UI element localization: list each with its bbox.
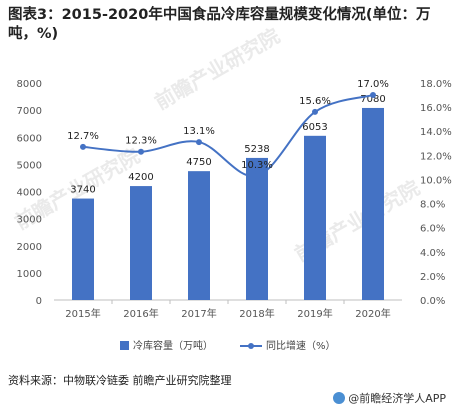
source-note: 资料来源：中物联冷链委 前瞻产业研究院整理: [8, 374, 232, 387]
y-right-tick-label: 0.0%: [420, 296, 445, 307]
y-right-tick-label: 18.0%: [420, 79, 452, 90]
line-data-label: 12.7%: [67, 131, 99, 142]
line-data-label: 10.3%: [241, 160, 273, 171]
legend: 冷库容量（万吨） 同比增速（%）: [120, 339, 336, 352]
line-point: [312, 108, 318, 115]
y-left-tick-label: 1000: [17, 269, 42, 280]
line-series: 12.7% 12.3% 13.1% 10.3% 15.6% 17.0%: [67, 79, 389, 179]
legend-line-marker: [248, 343, 254, 349]
x-tick-label: 2015年: [65, 307, 100, 320]
chart-axes: 0 1000 2000 3000 4000 5000 6000 7000 8000 0.0% 2.0…: [17, 79, 452, 320]
y-left-tick-label: 4000: [17, 188, 42, 199]
line-point: [370, 92, 376, 99]
y-right-tick-label: 4.0%: [420, 248, 445, 259]
x-tick-label: 2016年: [123, 307, 158, 320]
y-left-tick-label: 6000: [17, 133, 42, 144]
y-left-tick-label: 8000: [17, 79, 42, 90]
y-left-tick-label: 2000: [17, 242, 42, 253]
credit-text: @前瞻经济学人APP: [348, 392, 446, 405]
app-credit: @前瞻经济学人APP: [333, 390, 446, 406]
bar: [304, 135, 326, 300]
y-right-tick-label: 8.0%: [420, 200, 445, 211]
bar-data-label: 3740: [70, 185, 95, 196]
line-data-label: 15.6%: [299, 96, 331, 107]
y-right-tick-label: 2.0%: [420, 272, 445, 283]
line-point: [80, 143, 86, 150]
bar: [188, 171, 210, 300]
bar-data-label: 4200: [128, 172, 153, 183]
legend-bar-label: 冷库容量（万吨）: [133, 339, 213, 352]
bar: [246, 157, 268, 300]
y-right-tick-label: 6.0%: [420, 224, 445, 235]
y-right-tick-label: 14.0%: [420, 127, 452, 138]
x-tick-label: 2020年: [355, 307, 390, 320]
line-point: [138, 148, 144, 155]
y-right-tick-label: 12.0%: [420, 151, 452, 162]
y-left-tick-label: 7000: [17, 106, 42, 117]
line-data-label: 17.0%: [357, 79, 389, 90]
bar-data-label: 6053: [302, 122, 327, 133]
bar-data-label: 7080: [360, 94, 385, 105]
line-data-label: 13.1%: [183, 126, 215, 137]
watermark-text: 前瞻产业研究院: [151, 24, 284, 115]
line-point: [254, 172, 260, 179]
x-tick-label: 2019年: [297, 307, 332, 320]
bar: [130, 186, 152, 300]
chart-title: 图表3：2015-2020年中国食品冷库容量规模变化情况(单位：万吨，%): [8, 7, 431, 42]
x-tick-label: 2018年: [239, 307, 274, 320]
bar: [72, 198, 94, 300]
logo-icon: [333, 392, 346, 404]
y-right-tick-label: 16.0%: [420, 103, 452, 114]
line-point: [196, 139, 202, 146]
x-tick-label: 2017年: [181, 307, 216, 320]
y-left-tick-label: 3000: [17, 215, 42, 226]
bar: [362, 107, 384, 300]
bar-data-label: 5238: [244, 144, 269, 155]
legend-line-label: 同比增速（%）: [266, 339, 336, 352]
bar-series: 3740 4200 4750 5238 6053 7080: [70, 94, 386, 300]
legend-bar-swatch: [120, 341, 129, 350]
line-data-label: 12.3%: [125, 136, 157, 147]
y-left-tick-label: 0: [36, 296, 42, 307]
y-left-tick-label: 5000: [17, 160, 42, 171]
bar-data-label: 4750: [186, 157, 211, 168]
y-right-tick-label: 10.0%: [420, 175, 452, 186]
